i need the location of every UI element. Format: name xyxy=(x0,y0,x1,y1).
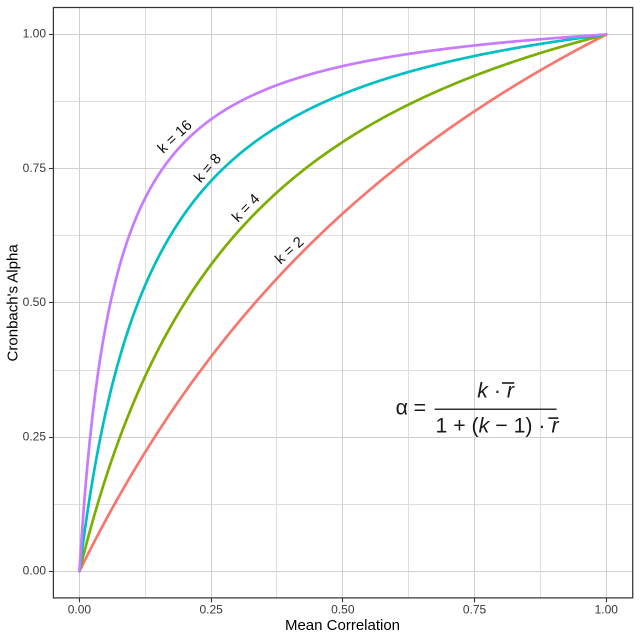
svg-text:0.75: 0.75 xyxy=(463,603,487,617)
svg-text:0.25: 0.25 xyxy=(199,603,223,617)
svg-text:k · r: k · r xyxy=(477,379,515,403)
svg-text:Mean Correlation: Mean Correlation xyxy=(285,617,400,634)
svg-text:1.00: 1.00 xyxy=(595,603,619,617)
svg-text:0.00: 0.00 xyxy=(23,564,47,578)
svg-text:0.50: 0.50 xyxy=(23,295,47,309)
svg-text:1.00: 1.00 xyxy=(23,27,47,41)
svg-text:=: = xyxy=(414,395,426,419)
svg-text:0.75: 0.75 xyxy=(23,161,47,175)
svg-text:0.50: 0.50 xyxy=(331,603,355,617)
svg-text:0.25: 0.25 xyxy=(23,429,47,443)
svg-text:0.00: 0.00 xyxy=(68,603,92,617)
svg-text:Cronbach's Alpha: Cronbach's Alpha xyxy=(5,244,22,362)
svg-text:α: α xyxy=(396,395,408,419)
svg-text:1 + (k − 1) · r: 1 + (k − 1) · r xyxy=(435,414,559,438)
